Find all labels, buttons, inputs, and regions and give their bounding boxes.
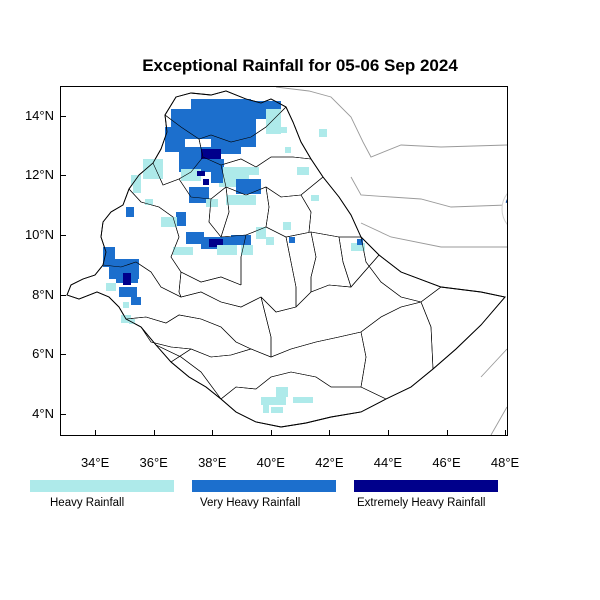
rain-cell xyxy=(236,179,261,194)
rain-cell xyxy=(289,237,295,243)
y-tick-label: 14°N xyxy=(24,107,54,123)
y-tick-mark xyxy=(60,175,66,177)
x-tick-mark xyxy=(212,430,214,436)
x-tick-label: 36°E xyxy=(139,455,168,470)
rain-cell xyxy=(186,232,204,244)
legend-label-very-heavy: Very Heavy Rainfall xyxy=(200,497,301,509)
x-tick-mark xyxy=(153,430,155,436)
map-frame xyxy=(60,86,508,436)
rain-cell xyxy=(319,129,327,137)
rain-cell xyxy=(173,247,193,255)
y-tick-label: 10°N xyxy=(24,226,54,242)
rainfall-cells xyxy=(103,99,365,413)
rain-cell xyxy=(261,397,286,405)
rain-cell xyxy=(231,235,251,245)
rain-cell xyxy=(165,127,185,152)
legend-swatch-heavy xyxy=(30,480,174,492)
y-tick-mark xyxy=(60,234,66,236)
legend-swatch-extremely-heavy xyxy=(354,480,498,492)
rain-cell xyxy=(133,175,141,193)
rain-cell xyxy=(357,239,363,245)
x-tick-label: 38°E xyxy=(198,455,227,470)
rain-cell xyxy=(206,199,218,207)
rain-cell xyxy=(126,207,134,217)
x-tick-mark xyxy=(446,430,448,436)
rain-cell xyxy=(123,302,129,308)
x-tick-label: 48°E xyxy=(490,455,520,470)
y-tick-mark xyxy=(60,413,66,415)
rain-cell xyxy=(266,109,281,134)
x-tick-mark xyxy=(329,430,331,436)
rain-cell xyxy=(256,227,266,239)
x-tick-label: 40°E xyxy=(256,455,285,470)
rain-cell xyxy=(189,187,209,203)
x-tick-mark xyxy=(95,430,97,436)
rain-cell xyxy=(283,222,291,230)
rainfall-map xyxy=(66,87,507,435)
ethiopia-outline-overlay xyxy=(66,90,506,428)
rain-cell xyxy=(276,387,288,397)
y-tick-label: 4°N xyxy=(32,405,54,421)
rain-cell xyxy=(281,127,287,133)
x-tick-mark xyxy=(387,430,389,436)
y-tick-mark xyxy=(60,115,66,117)
rain-cell xyxy=(145,199,153,205)
legend-label-heavy: Heavy Rainfall xyxy=(50,497,125,509)
rain-cell xyxy=(197,171,205,176)
rain-cell xyxy=(123,273,131,285)
legend-swatch-very-heavy xyxy=(192,480,336,492)
ethiopian-meteorology-institute-logo xyxy=(501,183,507,235)
rain-cell xyxy=(297,167,309,175)
rain-cell xyxy=(181,169,201,181)
rain-cell xyxy=(293,397,313,403)
rain-cell xyxy=(231,117,256,147)
rain-cell xyxy=(161,217,177,227)
x-tick-label: 34°E xyxy=(80,455,110,470)
rain-cell xyxy=(241,245,253,255)
rain-cell xyxy=(106,283,116,291)
x-tick-label: 46°E xyxy=(432,455,461,470)
rain-cell xyxy=(249,167,259,175)
rain-cell xyxy=(285,147,291,153)
rain-cell xyxy=(196,159,224,169)
x-tick-mark xyxy=(270,430,272,436)
y-tick-mark xyxy=(60,354,66,356)
rain-cell xyxy=(209,239,223,247)
rain-cell xyxy=(119,287,137,297)
rain-cell xyxy=(217,245,237,255)
x-tick-label: 44°E xyxy=(373,455,403,470)
legend-label-extremely-heavy: Extremely Heavy Rainfall xyxy=(357,497,486,509)
rain-cell xyxy=(129,319,135,324)
y-tick-label: 12°N xyxy=(24,167,54,183)
map-title: Exceptional Rainfall for 05-06 Sep 2024 xyxy=(142,56,458,75)
rain-cell xyxy=(226,195,256,205)
rain-cell xyxy=(266,237,274,245)
rain-cell xyxy=(351,243,365,251)
y-tick-label: 6°N xyxy=(32,346,54,362)
admin-borders-overlay xyxy=(102,106,442,400)
x-tick-mark xyxy=(505,430,507,436)
rain-cell xyxy=(176,212,186,226)
rain-cell xyxy=(203,179,209,185)
y-tick-label: 8°N xyxy=(32,286,54,302)
x-tick-label: 42°E xyxy=(315,455,344,470)
rain-cell xyxy=(263,405,269,413)
rain-cell xyxy=(131,297,141,305)
rain-cell xyxy=(271,407,283,413)
neighbour-borders xyxy=(275,87,507,435)
rain-cell xyxy=(211,165,223,183)
rain-cell xyxy=(201,149,221,161)
y-tick-mark xyxy=(60,294,66,296)
rain-cell xyxy=(311,195,319,201)
